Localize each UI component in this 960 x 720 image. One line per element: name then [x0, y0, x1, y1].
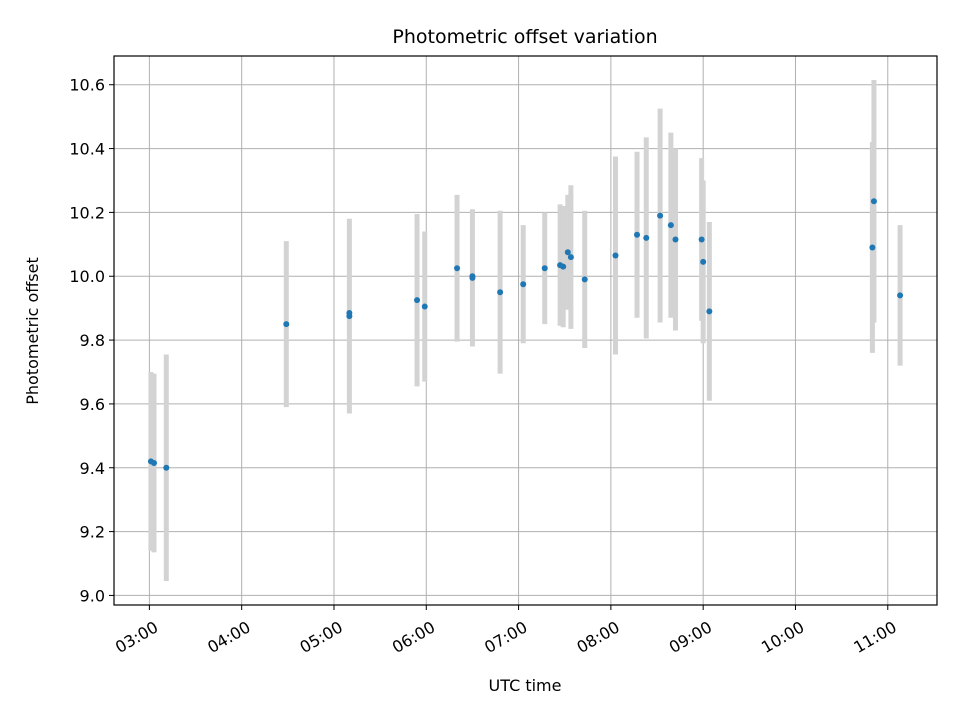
y-tick-label: 10.0 [69, 267, 105, 286]
data-point [469, 273, 476, 280]
plot-frame [113, 55, 938, 606]
data-point [667, 222, 674, 229]
y-tick-label: 9.0 [80, 586, 105, 605]
y-tick-label: 9.6 [80, 395, 105, 414]
data-point [560, 263, 567, 270]
data-point [564, 249, 571, 256]
data-point [700, 258, 707, 265]
data-point [643, 234, 650, 241]
data-point [421, 303, 428, 310]
data-point [346, 309, 353, 316]
y-tick-label: 9.2 [80, 523, 105, 542]
data-point [634, 231, 641, 238]
data-point [897, 292, 904, 299]
data-point [698, 236, 705, 243]
data-point [706, 308, 713, 315]
x-axis-title: UTC time [489, 676, 562, 695]
y-tick-label: 10.4 [69, 140, 105, 159]
y-axis-title: Photometric offset [23, 257, 42, 405]
y-tick-label: 9.4 [80, 459, 105, 478]
data-point [283, 321, 290, 328]
data-point [541, 265, 548, 272]
data-point [150, 459, 157, 466]
data-point [657, 212, 664, 219]
y-tick-label: 10.6 [69, 76, 105, 95]
data-point [581, 276, 588, 283]
data-point [612, 252, 619, 259]
data-point [869, 244, 876, 251]
chart-title: Photometric offset variation [392, 26, 657, 48]
data-point [520, 281, 527, 288]
data-point [454, 265, 461, 272]
data-point [414, 297, 421, 304]
data-points [147, 198, 904, 471]
data-point [672, 236, 679, 243]
data-point [870, 198, 877, 205]
y-tick-label: 10.2 [69, 203, 105, 222]
data-point [567, 254, 574, 261]
data-point [163, 464, 170, 471]
data-point [497, 289, 504, 296]
y-tick-label: 9.8 [80, 331, 105, 350]
y-axis-ticks: 9.0 9.2 9.4 9.6 9.8 10.0 10.2 10.4 10.6 [69, 76, 114, 605]
